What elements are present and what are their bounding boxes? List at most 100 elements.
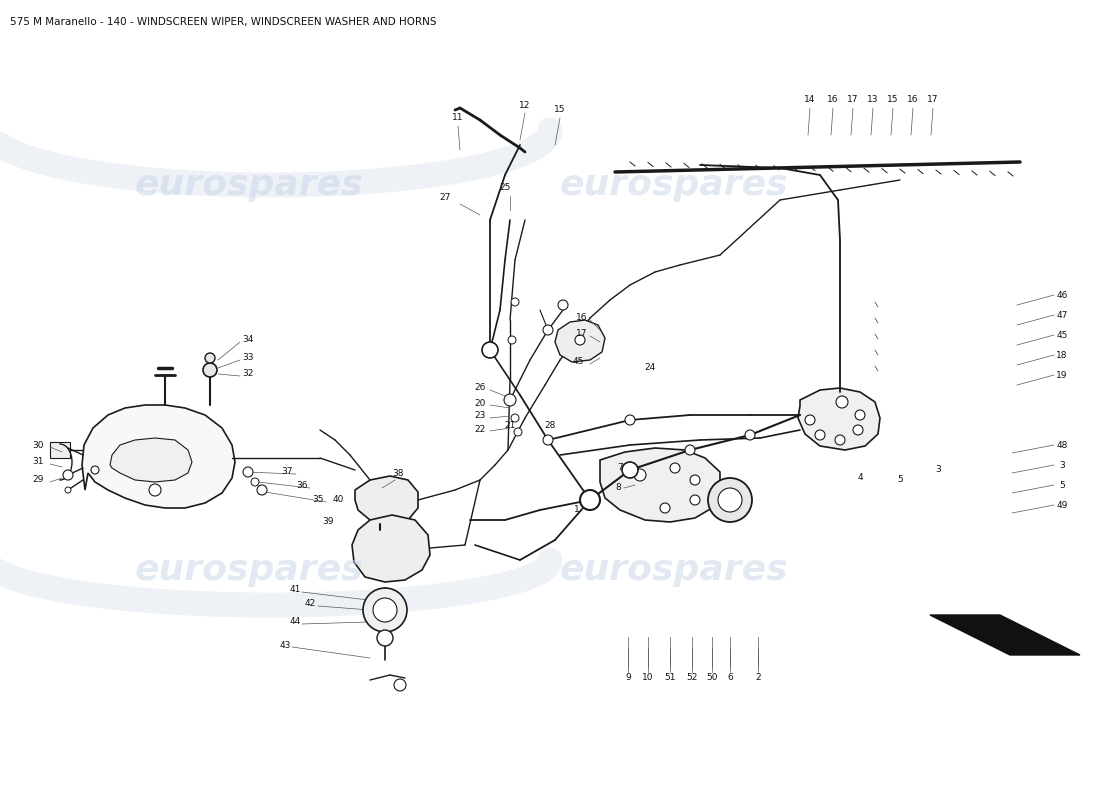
Text: 29: 29	[32, 475, 44, 485]
Text: 25: 25	[499, 183, 510, 193]
Text: 1: 1	[574, 506, 580, 514]
Circle shape	[685, 445, 695, 455]
Text: 27: 27	[439, 194, 451, 202]
Circle shape	[91, 466, 99, 474]
Text: 15: 15	[554, 106, 565, 114]
Circle shape	[670, 463, 680, 473]
Circle shape	[204, 363, 217, 377]
Circle shape	[508, 336, 516, 344]
Circle shape	[65, 487, 72, 493]
Text: 23: 23	[474, 411, 486, 421]
Polygon shape	[352, 515, 430, 582]
Circle shape	[625, 415, 635, 425]
Text: 16: 16	[908, 95, 918, 105]
Circle shape	[580, 490, 600, 510]
Text: 17: 17	[847, 95, 859, 105]
Text: 43: 43	[279, 641, 290, 650]
Circle shape	[543, 325, 553, 335]
Text: eurospares: eurospares	[560, 168, 789, 202]
Circle shape	[512, 298, 519, 306]
Circle shape	[251, 478, 258, 486]
Text: 3: 3	[1059, 461, 1065, 470]
Text: 37: 37	[282, 467, 293, 477]
Text: 50: 50	[706, 674, 717, 682]
Circle shape	[690, 475, 700, 485]
Polygon shape	[798, 388, 880, 450]
Circle shape	[745, 430, 755, 440]
Circle shape	[708, 478, 752, 522]
Circle shape	[660, 503, 670, 513]
Text: 14: 14	[804, 95, 816, 105]
Text: 5: 5	[1059, 481, 1065, 490]
Text: 39: 39	[322, 518, 333, 526]
Polygon shape	[50, 442, 70, 458]
Polygon shape	[930, 615, 1080, 655]
Circle shape	[377, 630, 393, 646]
Text: 41: 41	[289, 586, 300, 594]
Text: 22: 22	[474, 425, 485, 434]
Text: 21: 21	[504, 422, 516, 430]
Text: 36: 36	[296, 482, 308, 490]
Circle shape	[363, 588, 407, 632]
Text: 35: 35	[312, 495, 323, 505]
Circle shape	[394, 679, 406, 691]
Polygon shape	[600, 448, 720, 522]
Text: 575 M Maranello - 140 - WINDSCREEN WIPER, WINDSCREEN WASHER AND HORNS: 575 M Maranello - 140 - WINDSCREEN WIPER…	[10, 17, 437, 27]
Text: 20: 20	[474, 398, 486, 407]
Text: 7: 7	[617, 463, 623, 473]
Text: 26: 26	[474, 383, 486, 393]
Text: 49: 49	[1056, 501, 1068, 510]
Text: 30: 30	[32, 441, 44, 450]
Text: 11: 11	[452, 114, 464, 122]
Text: 47: 47	[1056, 310, 1068, 319]
Circle shape	[514, 428, 522, 436]
Text: 17: 17	[576, 330, 587, 338]
Circle shape	[243, 467, 253, 477]
Text: 17: 17	[927, 95, 938, 105]
Circle shape	[621, 462, 638, 478]
Text: 15: 15	[888, 95, 899, 105]
Text: 5: 5	[898, 475, 903, 485]
Polygon shape	[82, 405, 235, 508]
Text: eurospares: eurospares	[135, 553, 364, 587]
Text: 2: 2	[756, 674, 761, 682]
Text: 19: 19	[1056, 370, 1068, 379]
Circle shape	[690, 495, 700, 505]
Text: 3: 3	[935, 466, 940, 474]
Text: 48: 48	[1056, 441, 1068, 450]
Text: 16: 16	[827, 95, 838, 105]
Circle shape	[257, 485, 267, 495]
Polygon shape	[556, 320, 605, 362]
Text: 24: 24	[645, 363, 656, 373]
Text: eurospares: eurospares	[135, 168, 364, 202]
Circle shape	[504, 394, 516, 406]
Circle shape	[815, 430, 825, 440]
Text: 46: 46	[1056, 290, 1068, 299]
Text: 42: 42	[305, 599, 316, 609]
Text: 28: 28	[544, 422, 556, 430]
Text: eurospares: eurospares	[560, 553, 789, 587]
Text: 12: 12	[519, 101, 530, 110]
Circle shape	[148, 484, 161, 496]
Circle shape	[482, 342, 498, 358]
Text: 31: 31	[32, 458, 44, 466]
Text: 52: 52	[686, 674, 697, 682]
Circle shape	[512, 414, 519, 422]
Polygon shape	[110, 438, 192, 482]
Circle shape	[543, 435, 553, 445]
Text: 18: 18	[1056, 350, 1068, 359]
Circle shape	[805, 415, 815, 425]
Circle shape	[836, 396, 848, 408]
Text: 10: 10	[642, 674, 653, 682]
Circle shape	[205, 353, 214, 363]
Text: 8: 8	[615, 483, 620, 493]
Circle shape	[855, 410, 865, 420]
Text: 33: 33	[242, 354, 254, 362]
Text: 40: 40	[332, 495, 343, 505]
Circle shape	[63, 470, 73, 480]
Text: 45: 45	[572, 358, 584, 366]
Polygon shape	[355, 476, 418, 524]
Circle shape	[558, 300, 568, 310]
Circle shape	[835, 435, 845, 445]
Text: 9: 9	[625, 674, 631, 682]
